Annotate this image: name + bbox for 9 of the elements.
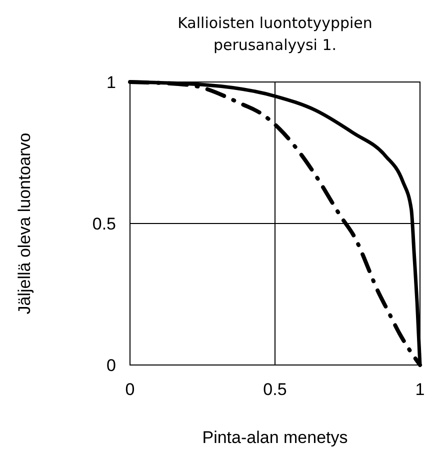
x-axis-title: Pinta-alan menetys	[202, 428, 348, 447]
x-tick-label: 1	[415, 380, 425, 399]
x-tick-label: 0.5	[263, 380, 287, 399]
y-tick-label: 1	[106, 73, 116, 92]
y-tick-label: 0	[106, 356, 116, 375]
x-tick-label: 0	[125, 380, 135, 399]
chart-title: Kallioisten luontotyyppien perusanalyysi 1.	[178, 14, 372, 54]
y-tick-label: 0.5	[92, 214, 116, 234]
y-axis-title: Jäljellä oleva luontoarvo	[15, 132, 34, 314]
